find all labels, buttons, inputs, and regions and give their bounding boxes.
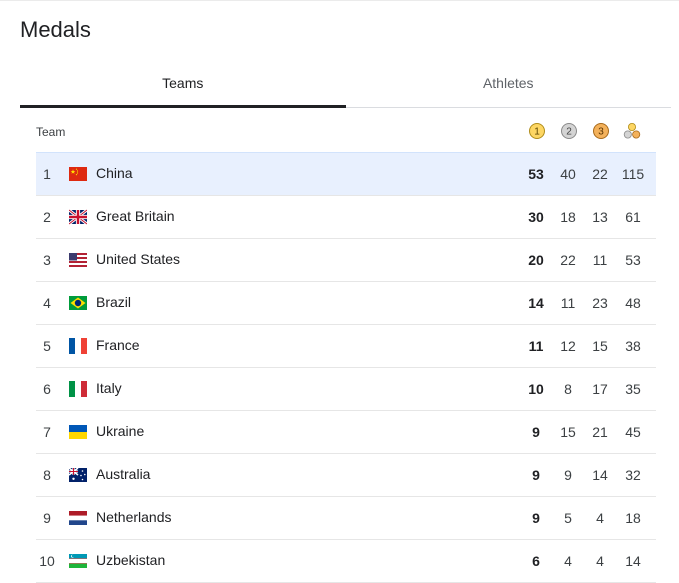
table-row[interactable]: 7 Ukraine 9 15 21 45 xyxy=(36,411,656,454)
table-row[interactable]: 5 France 11 12 15 38 xyxy=(36,325,656,368)
table-row[interactable]: 3 United States 20 22 11 53 xyxy=(36,239,656,282)
team-column-header: Team xyxy=(36,125,66,139)
total-count: 18 xyxy=(625,510,641,526)
total-count: 14 xyxy=(625,553,641,569)
bronze-count: 15 xyxy=(592,338,608,354)
table-header: Team 1 2 3 xyxy=(20,108,671,152)
country-name: United States xyxy=(96,251,181,267)
united-states-flag-icon xyxy=(69,253,87,267)
france-flag-icon xyxy=(69,338,87,354)
tab-athletes[interactable]: Athletes xyxy=(482,75,534,91)
total-count: 61 xyxy=(625,209,641,225)
bronze-count: 13 xyxy=(592,209,608,225)
silver-count: 4 xyxy=(564,553,572,569)
country-name: China xyxy=(96,165,133,181)
table-row[interactable]: 9 Netherlands 9 5 4 18 xyxy=(36,497,656,540)
country-name: Italy xyxy=(96,380,122,396)
gold-count: 6 xyxy=(532,553,540,569)
gold-count: 10 xyxy=(528,381,544,397)
table-row[interactable]: 1 China 53 40 22 115 xyxy=(36,152,656,196)
gold-medal-icon[interactable]: 1 xyxy=(528,122,546,140)
bronze-count: 23 xyxy=(592,295,608,311)
gold-count: 14 xyxy=(528,295,544,311)
country-name: Australia xyxy=(96,466,151,482)
bronze-count: 4 xyxy=(596,553,604,569)
tab-teams[interactable]: Teams xyxy=(20,64,346,108)
total-count: 38 xyxy=(625,338,641,354)
table-row[interactable]: 2 Great Britain 30 18 13 61 xyxy=(36,196,656,239)
silver-count: 11 xyxy=(560,295,576,311)
italy-flag-icon xyxy=(69,381,87,397)
rank: 1 xyxy=(43,166,51,182)
country-name: Netherlands xyxy=(96,509,172,525)
silver-count: 18 xyxy=(560,209,576,225)
silver-count: 8 xyxy=(564,381,572,397)
table-row[interactable]: 8 Australia 9 9 14 32 xyxy=(36,454,656,497)
brazil-flag-icon xyxy=(69,296,87,310)
table-row[interactable]: 10 Uzbekistan 6 4 4 14 xyxy=(36,540,656,583)
uzbekistan-flag-icon xyxy=(69,554,87,568)
tab-bar: Teams Athletes xyxy=(20,64,671,108)
silver-count: 9 xyxy=(564,467,572,483)
total-count: 53 xyxy=(625,252,641,268)
gold-count: 9 xyxy=(532,467,540,483)
bronze-medal-icon[interactable]: 3 xyxy=(592,122,610,140)
table-row[interactable]: 4 Brazil 14 11 23 48 xyxy=(36,282,656,325)
ukraine-flag-icon xyxy=(69,425,87,439)
bronze-count: 21 xyxy=(592,424,608,440)
total-count: 35 xyxy=(625,381,641,397)
gold-count: 9 xyxy=(532,424,540,440)
silver-count: 40 xyxy=(560,166,576,182)
rank: 6 xyxy=(43,381,51,397)
rank: 3 xyxy=(43,252,51,268)
total-count: 48 xyxy=(625,295,641,311)
table-row[interactable]: 6 Italy 10 8 17 35 xyxy=(36,368,656,411)
silver-count: 12 xyxy=(560,338,576,354)
silver-count: 15 xyxy=(560,424,576,440)
gold-count: 30 xyxy=(528,209,544,225)
rank: 9 xyxy=(43,510,51,526)
medal-table: Team 1 2 3 1 China 53 xyxy=(20,108,671,583)
country-name: Ukraine xyxy=(96,423,145,439)
silver-medal-icon[interactable]: 2 xyxy=(560,122,578,140)
silver-medal-digit: 2 xyxy=(566,127,572,138)
bronze-medal-digit: 3 xyxy=(598,127,604,138)
gold-medal-digit: 1 xyxy=(534,127,540,138)
gold-count: 11 xyxy=(528,338,544,354)
bronze-count: 4 xyxy=(596,510,604,526)
total-count: 32 xyxy=(625,467,641,483)
country-name: Uzbekistan xyxy=(96,552,166,568)
rank: 5 xyxy=(43,338,51,354)
bronze-count: 22 xyxy=(592,166,608,182)
rank: 7 xyxy=(43,424,51,440)
rank: 4 xyxy=(43,295,51,311)
bronze-count: 11 xyxy=(592,252,608,268)
gold-count: 9 xyxy=(532,510,540,526)
top-border xyxy=(0,0,679,1)
bronze-count: 14 xyxy=(592,467,608,483)
gold-count: 53 xyxy=(528,166,544,182)
rank: 2 xyxy=(43,209,51,225)
total-count: 45 xyxy=(625,424,641,440)
total-count: 115 xyxy=(621,166,645,182)
gold-count: 20 xyxy=(528,252,544,268)
china-flag-icon xyxy=(69,167,87,181)
bronze-count: 17 xyxy=(592,381,608,397)
country-name: Brazil xyxy=(96,294,132,310)
silver-count: 22 xyxy=(560,252,576,268)
great-britain-flag-icon xyxy=(69,208,87,226)
rank: 10 xyxy=(39,553,55,569)
rank: 8 xyxy=(43,467,51,483)
country-name: France xyxy=(96,337,140,353)
total-medals-icon[interactable] xyxy=(623,122,641,140)
silver-count: 5 xyxy=(564,510,572,526)
page-title: Medals xyxy=(20,17,91,42)
australia-flag-icon xyxy=(69,467,87,482)
country-name: Great Britain xyxy=(96,208,175,224)
netherlands-flag-icon xyxy=(69,511,87,525)
